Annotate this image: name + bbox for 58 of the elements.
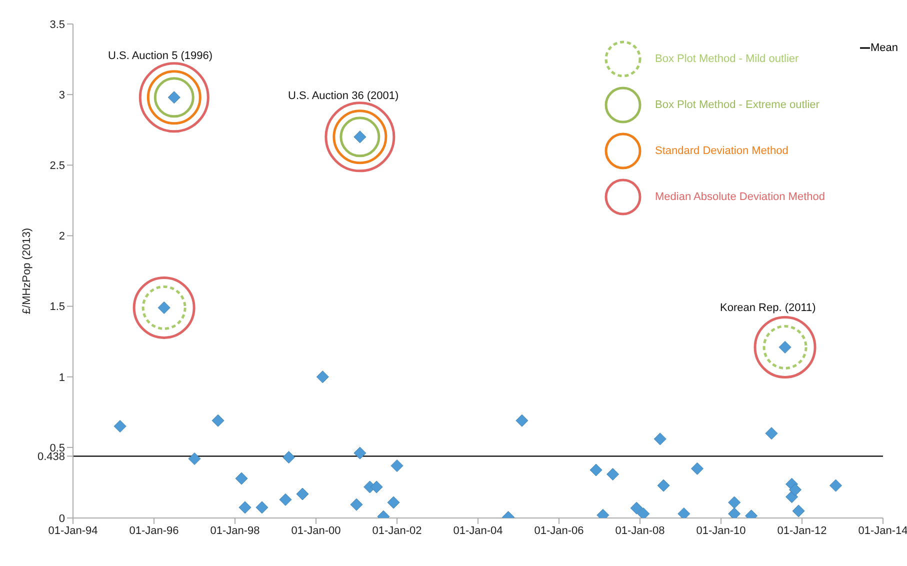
x-tick-label: 01-Jan-94 bbox=[48, 524, 98, 537]
y-axis-title: £/MHzPop (2013) bbox=[20, 228, 33, 314]
point bbox=[678, 508, 690, 518]
y-tick-label: 2.5 bbox=[50, 160, 65, 172]
text: Median Absolute Deviation Method bbox=[655, 191, 825, 203]
point bbox=[114, 420, 126, 433]
point bbox=[657, 479, 670, 492]
text: Box Plot Method - Extreme outlier bbox=[655, 99, 820, 111]
text: Box Plot Method - Mild outlier bbox=[655, 53, 799, 65]
point bbox=[792, 504, 805, 518]
point bbox=[316, 370, 329, 384]
point bbox=[370, 480, 383, 494]
point bbox=[606, 468, 620, 480]
y-tick-label: 1.5 bbox=[50, 301, 65, 314]
point bbox=[728, 496, 741, 509]
point bbox=[728, 508, 741, 518]
annotation: Korean Rep. (2011) bbox=[720, 302, 816, 314]
y-tick-label: 0 bbox=[58, 512, 65, 525]
point bbox=[590, 464, 602, 476]
point bbox=[238, 501, 252, 514]
x-tick-label: 01-Jan-10 bbox=[696, 524, 746, 537]
x-tick-label: 01-Jan-08 bbox=[615, 524, 665, 537]
legend-label: Mean bbox=[870, 42, 898, 54]
y-tick-label: 1 bbox=[58, 372, 65, 384]
point bbox=[188, 452, 201, 465]
point bbox=[765, 427, 778, 440]
point bbox=[637, 508, 650, 518]
annotation: U.S. Auction 5 (1996) bbox=[108, 50, 213, 62]
point bbox=[350, 498, 363, 511]
y-tick-label: 3 bbox=[58, 89, 65, 102]
point bbox=[654, 432, 666, 446]
point bbox=[788, 484, 802, 496]
point bbox=[256, 501, 268, 514]
point bbox=[235, 472, 248, 485]
x-tick-label: 01-Jan-06 bbox=[534, 524, 584, 537]
point bbox=[830, 479, 842, 492]
point bbox=[279, 493, 292, 506]
point bbox=[691, 462, 704, 475]
text: Standard Deviation Method bbox=[655, 145, 788, 157]
x-tick-label: 01-Jan-02 bbox=[372, 524, 422, 537]
x-tick-label: 01-Jan-04 bbox=[453, 524, 503, 537]
y-tick-label: 2 bbox=[58, 230, 65, 243]
point bbox=[296, 488, 309, 500]
x-tick-label: 01-Jan-96 bbox=[129, 524, 179, 537]
annotation: U.S. Auction 36 (2001) bbox=[288, 90, 399, 102]
point bbox=[212, 414, 224, 427]
y-tick-label: 0.438 bbox=[37, 451, 65, 464]
point bbox=[282, 451, 296, 464]
point bbox=[630, 502, 643, 514]
x-tick-label: 01-Jan-00 bbox=[291, 524, 341, 537]
point bbox=[354, 446, 366, 460]
point bbox=[387, 496, 400, 509]
point bbox=[390, 460, 404, 472]
point bbox=[786, 490, 798, 504]
point bbox=[516, 414, 528, 427]
x-tick-label: 01-Jan-98 bbox=[210, 524, 260, 537]
y-tick-label: 3.5 bbox=[50, 18, 65, 31]
x-tick-label: 01-Jan-12 bbox=[777, 524, 827, 537]
